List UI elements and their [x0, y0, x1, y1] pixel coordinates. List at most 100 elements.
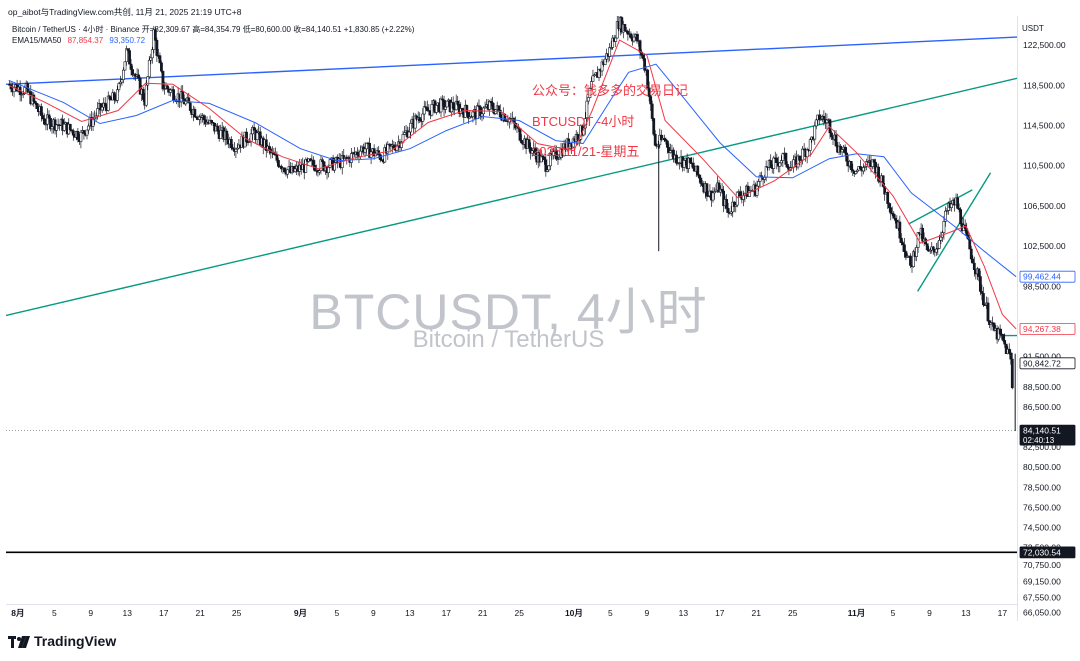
candle-body — [717, 182, 721, 193]
candle-body — [682, 160, 686, 168]
candle-body — [137, 74, 141, 79]
candle-body — [229, 139, 233, 148]
time-tick-label: 17 — [998, 608, 1008, 618]
candle-body — [781, 153, 785, 161]
candle-body — [609, 47, 613, 49]
candle-body — [725, 199, 729, 209]
tradingview-logo[interactable]: TradingView — [8, 633, 116, 649]
candle-body — [277, 160, 280, 167]
price-tick-label: 102,500.00 — [1023, 241, 1066, 251]
candle-body — [193, 109, 197, 118]
price-tick-label: 106,500.00 — [1023, 201, 1066, 211]
candle-body — [125, 48, 128, 63]
ma50-line — [8, 63, 1017, 278]
candle-body — [146, 76, 150, 86]
candle-body — [942, 221, 946, 234]
candle-body — [252, 127, 256, 131]
candle-body — [79, 131, 83, 142]
candle-body — [830, 132, 833, 137]
candle-body — [520, 139, 523, 144]
candle-body — [552, 151, 555, 156]
candle-body — [813, 125, 817, 140]
candle-body — [267, 145, 271, 150]
ema15-line — [8, 39, 1017, 330]
candle-body — [149, 57, 153, 61]
candle-body — [187, 97, 191, 104]
candle-body — [166, 85, 169, 90]
candle-body — [588, 88, 592, 98]
candle-body — [219, 129, 223, 139]
candle-body — [115, 89, 119, 101]
price-tick-label: 122,500.00 — [1023, 40, 1066, 50]
candle-body — [489, 101, 493, 104]
candle-body — [304, 158, 308, 173]
candle-body — [119, 81, 122, 84]
candle-body — [147, 59, 151, 78]
candle-body — [530, 150, 534, 154]
time-tick-label: 9 — [927, 608, 932, 618]
candle-body — [108, 95, 112, 100]
price-tick-label: 88,500.00 — [1023, 382, 1061, 392]
price-tick-label: 69,150.00 — [1023, 576, 1061, 586]
price-tag-label: 90,842.72 — [1023, 358, 1061, 368]
annotation-line-1: 公众号：钱多多的交易日记 — [532, 83, 689, 98]
candle-body — [41, 115, 45, 119]
candle-body — [333, 162, 337, 171]
candle-body — [741, 195, 745, 200]
candle-body — [544, 159, 548, 172]
indicator-legend[interactable]: EMA15/MA50 87,854.37 93,350.72 — [12, 36, 145, 45]
candle-body — [293, 168, 297, 172]
candle-body — [480, 113, 484, 117]
time-tick-label: 11月 — [848, 608, 866, 618]
candle-body — [881, 175, 885, 187]
candle-body — [181, 91, 185, 100]
symbol-title: Bitcoin / TetherUS · 4小时 · Binance — [12, 25, 140, 34]
time-axis[interactable]: 8月 5 9 13 17 21 25 9月 5 9 13 17 21 25 10月 5 9 13 17 21 25 11月… — [6, 604, 1017, 623]
candle-body — [21, 93, 25, 95]
candle-body — [937, 240, 941, 249]
candle-body — [729, 211, 733, 214]
candle-body — [372, 148, 376, 157]
candle-body — [786, 164, 789, 168]
candle-body — [386, 144, 390, 154]
candle-body — [731, 201, 735, 213]
candle-body — [225, 130, 229, 140]
candle-body — [861, 167, 865, 172]
candle-body — [611, 37, 615, 48]
price-tick-label: 86,500.00 — [1023, 402, 1061, 412]
candle-body — [216, 125, 220, 131]
candle-body — [814, 119, 818, 127]
candle-body — [23, 87, 27, 95]
candle-body — [855, 169, 859, 172]
candle-body — [834, 134, 838, 147]
candle-body — [817, 114, 821, 120]
candle-body — [308, 158, 312, 161]
candle-body — [138, 77, 142, 95]
price-axis[interactable]: 122,500.00 118,500.00 114,500.00 110,500.00… — [1017, 16, 1080, 621]
candle-body — [769, 160, 773, 168]
candle-body — [652, 118, 656, 135]
candle-body — [153, 29, 157, 41]
time-tick-label: 17 — [715, 608, 725, 618]
candle-body — [533, 147, 537, 155]
candle-body — [738, 191, 742, 197]
candle-body — [863, 165, 867, 168]
candle-body — [318, 170, 321, 173]
candle-body — [763, 177, 767, 180]
candle-body — [451, 102, 455, 109]
candle-body — [491, 102, 495, 110]
candle-body — [403, 132, 406, 135]
price-plot[interactable] — [6, 16, 1017, 621]
candle-body — [722, 190, 726, 207]
candle-body — [40, 106, 43, 116]
candle-body — [545, 169, 549, 172]
candle-body — [872, 159, 876, 163]
candle-body — [971, 258, 975, 264]
candle-body — [945, 210, 949, 212]
candle-body — [99, 103, 103, 111]
time-tick-label: 13 — [123, 608, 133, 618]
price-tick-label: 76,500.00 — [1023, 502, 1061, 512]
candle-body — [977, 268, 981, 277]
candle-body — [675, 154, 678, 164]
candle-body — [714, 189, 718, 192]
